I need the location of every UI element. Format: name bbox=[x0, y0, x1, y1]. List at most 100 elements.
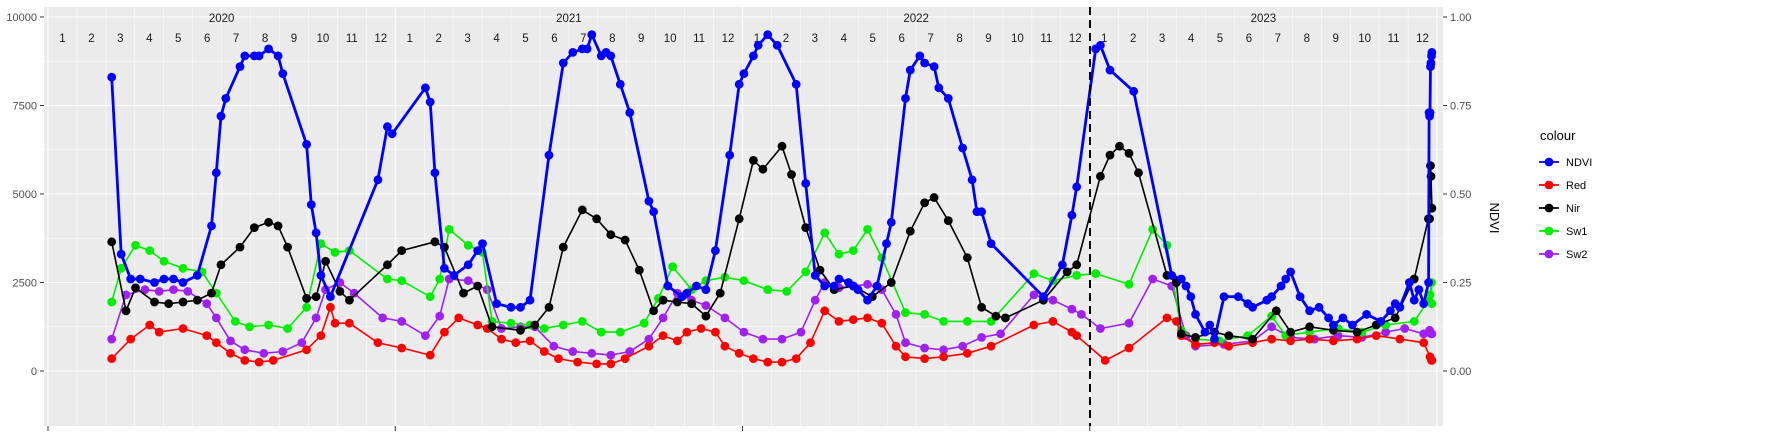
month-label: 8 bbox=[1304, 33, 1310, 45]
data-point bbox=[126, 334, 136, 344]
month-label: 12 bbox=[374, 33, 387, 45]
data-point bbox=[1176, 329, 1186, 339]
data-point bbox=[820, 228, 830, 238]
data-point bbox=[886, 217, 896, 227]
data-point bbox=[1224, 341, 1234, 351]
data-point bbox=[606, 51, 616, 61]
data-point bbox=[682, 288, 692, 298]
data-point bbox=[806, 338, 815, 348]
data-point bbox=[1072, 182, 1082, 192]
data-point bbox=[245, 322, 255, 332]
data-point bbox=[492, 299, 502, 309]
data-point bbox=[1233, 292, 1243, 302]
data-point bbox=[135, 274, 145, 284]
data-point bbox=[986, 341, 996, 351]
month-label: 11 bbox=[1388, 33, 1400, 45]
data-point bbox=[596, 327, 606, 337]
data-point bbox=[478, 239, 487, 249]
data-point bbox=[1205, 320, 1215, 330]
data-point bbox=[169, 274, 178, 284]
data-point bbox=[848, 315, 858, 325]
data-point bbox=[1314, 302, 1324, 312]
y-tick-label-left: 5000 bbox=[13, 189, 37, 201]
data-point bbox=[1129, 86, 1139, 96]
data-point bbox=[929, 193, 939, 202]
data-point bbox=[977, 333, 986, 342]
y-tick-label-right: 1.00 bbox=[1450, 12, 1471, 24]
data-point bbox=[430, 237, 440, 247]
data-point bbox=[577, 205, 587, 215]
data-point bbox=[649, 306, 658, 316]
data-point bbox=[634, 265, 644, 275]
data-point bbox=[1134, 168, 1143, 178]
year-labels: 2020 2021 2022 2023 bbox=[209, 13, 1276, 25]
data-point bbox=[967, 175, 977, 185]
data-point bbox=[625, 108, 635, 117]
data-point bbox=[834, 317, 844, 326]
data-point bbox=[516, 325, 525, 335]
data-point bbox=[939, 345, 948, 355]
month-label: 9 bbox=[638, 33, 644, 45]
data-point bbox=[473, 246, 483, 256]
data-point bbox=[891, 310, 901, 319]
month-label: 1 bbox=[59, 33, 65, 45]
data-point bbox=[1248, 302, 1257, 312]
data-point bbox=[1210, 334, 1219, 344]
data-point bbox=[373, 338, 383, 348]
month-label: 9 bbox=[1333, 33, 1339, 45]
data-point bbox=[1427, 356, 1437, 365]
data-point bbox=[254, 51, 264, 61]
data-point bbox=[587, 30, 597, 40]
data-point bbox=[178, 278, 188, 287]
data-point bbox=[335, 287, 345, 296]
data-point bbox=[302, 302, 311, 312]
month-label: 2 bbox=[1130, 33, 1136, 45]
right-y-axis: 0.00 0.25 0.50 0.75 1.00 bbox=[1443, 12, 1471, 378]
data-point bbox=[901, 308, 910, 317]
data-point bbox=[240, 51, 250, 61]
data-point bbox=[1124, 318, 1134, 328]
data-point bbox=[240, 356, 250, 365]
data-point bbox=[658, 331, 668, 340]
data-point bbox=[986, 239, 996, 249]
data-point bbox=[1352, 334, 1362, 344]
data-point bbox=[150, 278, 159, 287]
data-point bbox=[330, 248, 340, 257]
data-point bbox=[1414, 285, 1424, 294]
data-point bbox=[720, 313, 730, 323]
data-point bbox=[991, 311, 1001, 321]
data-point bbox=[202, 331, 212, 340]
data-point bbox=[116, 263, 126, 273]
data-point bbox=[1115, 141, 1124, 151]
data-point bbox=[891, 341, 901, 351]
month-labels: 1 2 3 4 5 6 7 8 9 10 11 12 1 2 3 4 5 6 7 8 9 10 11 12 1 2 3 4 5 6 7 8 9 1… bbox=[59, 33, 1429, 45]
data-point bbox=[739, 69, 749, 78]
data-point bbox=[801, 267, 811, 277]
data-point bbox=[1100, 356, 1110, 365]
data-point bbox=[810, 271, 820, 280]
month-label: 6 bbox=[1246, 33, 1252, 45]
data-point bbox=[872, 281, 882, 291]
data-point bbox=[620, 235, 630, 245]
data-point bbox=[444, 225, 454, 234]
data-point bbox=[249, 223, 259, 233]
data-point bbox=[311, 228, 321, 238]
data-point bbox=[1248, 334, 1257, 344]
data-point bbox=[763, 30, 773, 40]
data-point bbox=[1167, 271, 1177, 280]
data-point bbox=[905, 226, 915, 236]
year-label: 2021 bbox=[556, 13, 582, 25]
data-point bbox=[140, 285, 150, 294]
data-point bbox=[749, 354, 758, 363]
data-point bbox=[863, 295, 872, 305]
data-point bbox=[1286, 327, 1295, 337]
data-point bbox=[753, 40, 763, 50]
data-point bbox=[131, 283, 140, 293]
data-point bbox=[943, 94, 953, 103]
data-point bbox=[226, 336, 235, 346]
data-point bbox=[273, 51, 283, 61]
data-point bbox=[701, 285, 711, 294]
month-label: 5 bbox=[175, 33, 181, 45]
data-point bbox=[1324, 313, 1333, 323]
data-point bbox=[606, 350, 616, 360]
